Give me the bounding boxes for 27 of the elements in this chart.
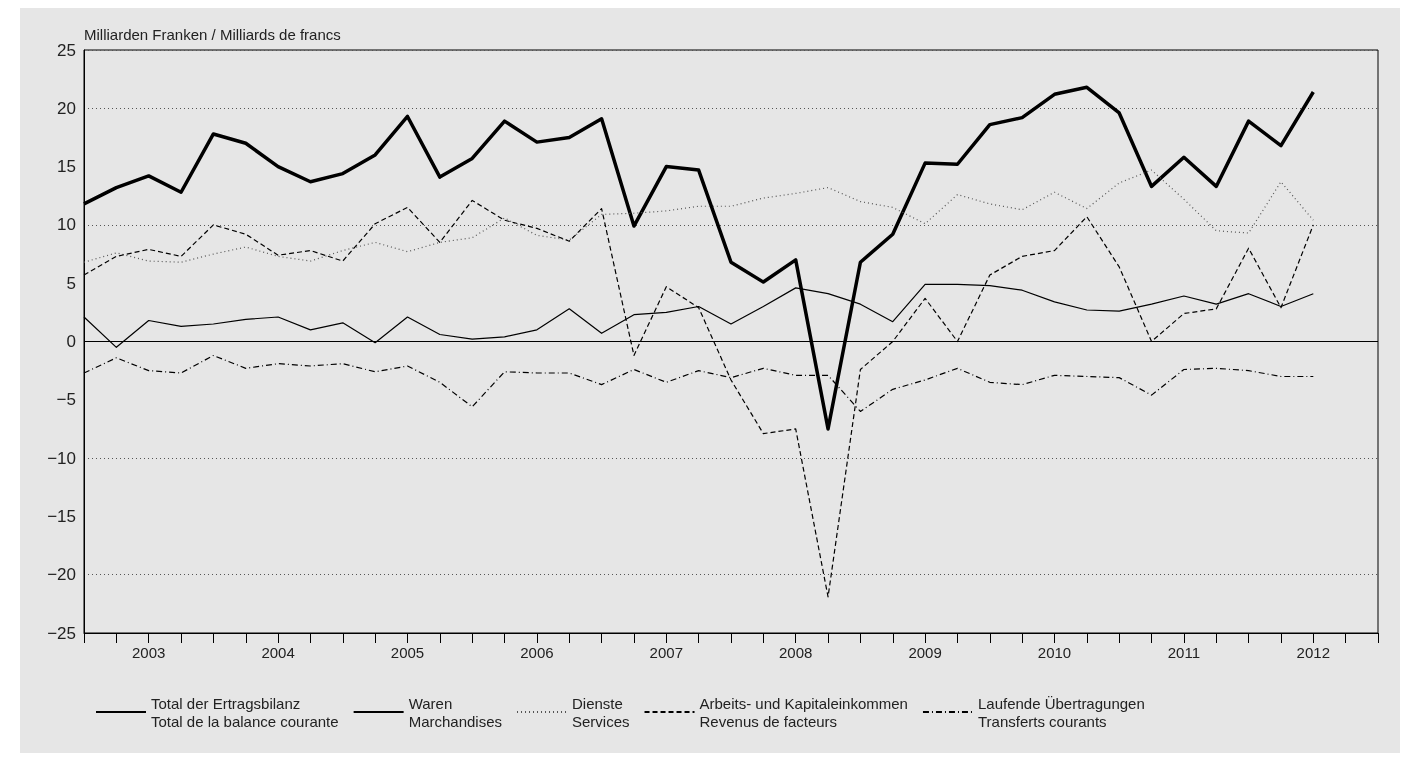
y-tick-label: 0: [66, 332, 76, 351]
y-tick-label: 10: [57, 215, 76, 235]
legend-label: Total der Ertragsbilanz Total de la balance courante: [151, 694, 339, 730]
x-tick-label: 2012: [1296, 644, 1330, 661]
y-tick-label: −15: [47, 506, 76, 526]
y-axis-title: Milliarden Franken / Milliards de francs: [84, 26, 341, 43]
legend-label: Laufende Übertragungen Transferts courants: [977, 694, 1145, 730]
y-tick-label: −10: [47, 448, 76, 468]
x-tick-label: 2011: [1167, 644, 1201, 661]
y-tick-label: 5: [66, 273, 76, 293]
y-tick-label: 15: [57, 157, 76, 177]
y-tick-label: 25: [57, 40, 76, 60]
x-tick-label: 2009: [908, 644, 942, 661]
x-tick-label: 2004: [261, 644, 295, 661]
legend-label: Dienste Services: [572, 694, 630, 730]
legend-label: Waren Marchandises: [408, 694, 503, 730]
legend-label: Arbeits- und Kapitaleinkommen Revenus de facteurs: [699, 694, 908, 730]
y-tick-label: −5: [56, 390, 76, 410]
x-tick-label: 2005: [390, 644, 425, 661]
y-tick-label: 20: [57, 98, 76, 118]
x-tick-label: 2007: [649, 644, 683, 661]
x-tick-label: 2006: [520, 644, 554, 661]
x-tick-label: 2008: [779, 644, 813, 661]
x-tick-label: 2010: [1037, 644, 1072, 661]
x-tick-label: 2003: [132, 644, 166, 661]
y-tick-label: −20: [47, 565, 76, 585]
y-tick-label: −25: [47, 623, 76, 643]
